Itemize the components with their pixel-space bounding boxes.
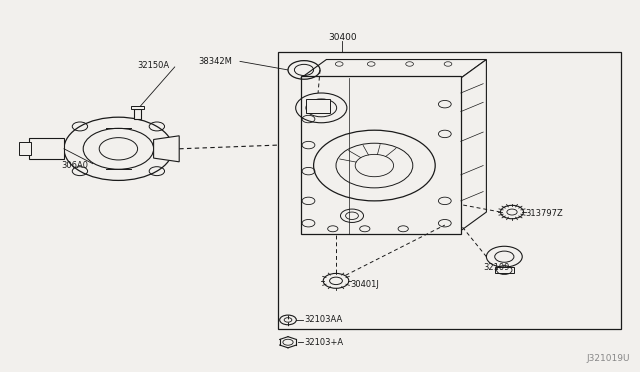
Text: 30400: 30400 xyxy=(328,33,356,42)
Bar xyxy=(495,267,514,273)
Text: 38342M: 38342M xyxy=(198,57,232,66)
Bar xyxy=(301,76,461,234)
Bar xyxy=(306,99,330,113)
Polygon shape xyxy=(461,60,486,231)
Text: J321019U: J321019U xyxy=(587,354,630,363)
Text: 30401J: 30401J xyxy=(351,280,380,289)
Text: 306A0: 306A0 xyxy=(61,161,88,170)
Text: 32150A: 32150A xyxy=(138,61,170,70)
Polygon shape xyxy=(154,136,179,162)
Polygon shape xyxy=(301,60,486,78)
Bar xyxy=(29,138,64,159)
Bar xyxy=(134,109,141,119)
Text: 313797Z: 313797Z xyxy=(525,209,563,218)
Text: 32103AA: 32103AA xyxy=(305,315,343,324)
Bar xyxy=(19,142,31,155)
Text: 32109: 32109 xyxy=(483,263,509,272)
Text: 32103+A: 32103+A xyxy=(305,338,344,347)
Bar xyxy=(278,52,621,329)
Bar xyxy=(131,106,144,109)
